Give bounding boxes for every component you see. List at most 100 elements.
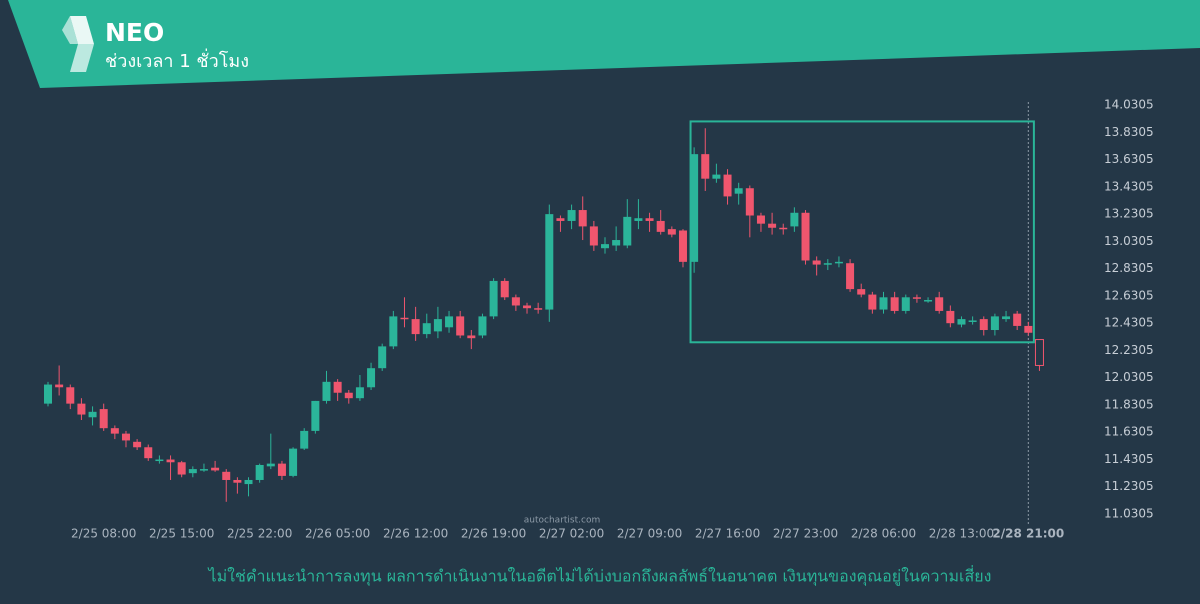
y-tick-label: 11.2305 <box>1104 479 1154 493</box>
candle-body <box>601 244 609 249</box>
candle-body <box>678 230 687 262</box>
candle-body <box>745 188 754 216</box>
candle-body <box>77 403 86 415</box>
candle-body <box>968 320 977 322</box>
candle-body <box>523 305 532 309</box>
candle-body <box>66 387 75 404</box>
candle-body <box>155 459 164 462</box>
x-tick-label: 2/27 16:00 <box>695 527 760 541</box>
x-tick-label: 2/25 08:00 <box>71 527 136 541</box>
x-tick-label: 2/28 13:00 <box>929 527 994 541</box>
candle-body <box>857 289 866 295</box>
candle-body <box>311 400 320 431</box>
y-tick-label: 12.0305 <box>1104 370 1154 384</box>
y-tick-label: 14.0305 <box>1104 98 1154 112</box>
candle-body <box>690 154 699 262</box>
candle-body <box>734 188 743 194</box>
candle-body <box>266 463 275 467</box>
candle-body <box>946 310 955 324</box>
candle-body <box>110 428 119 434</box>
watermark: autochartist.com <box>524 516 600 526</box>
candle-body <box>990 316 999 331</box>
candle-body <box>88 411 97 418</box>
candle-body <box>44 384 52 404</box>
candle-body <box>344 392 353 399</box>
y-tick-label: 11.4305 <box>1104 452 1154 466</box>
candle-body <box>656 220 665 232</box>
candle-body <box>411 319 420 335</box>
candle-body <box>177 462 186 475</box>
candle-body <box>901 297 910 311</box>
candle-body <box>846 263 855 290</box>
candle-body <box>634 218 643 221</box>
candle-body <box>723 174 732 197</box>
x-tick-label: 2/25 15:00 <box>149 527 214 541</box>
x-tick-label: 2/28 21:00 <box>992 527 1064 541</box>
candle-body <box>1024 325 1033 333</box>
candle-body <box>701 154 710 179</box>
candle-body <box>188 469 197 474</box>
candle-body <box>133 441 142 448</box>
candle-body <box>55 384 64 388</box>
candle-body <box>589 226 598 246</box>
y-tick-label: 13.8305 <box>1104 125 1154 139</box>
candle-body <box>355 387 364 399</box>
y-tick-label: 11.6305 <box>1104 425 1154 439</box>
y-tick-label: 13.0305 <box>1104 234 1154 248</box>
x-tick-label: 2/26 19:00 <box>461 527 526 541</box>
candle-body <box>912 297 921 299</box>
candle-body <box>99 409 108 429</box>
logo <box>62 16 94 72</box>
candle-body <box>556 218 565 221</box>
candle-body <box>422 323 431 335</box>
candle-body <box>389 316 398 347</box>
candle-body <box>277 463 286 476</box>
candle-body <box>768 223 777 228</box>
chart-subtitle: ช่วงเวลา 1 ชั่วโมง <box>105 48 249 72</box>
y-tick-label: 12.6305 <box>1104 288 1154 302</box>
candle-body <box>244 479 253 485</box>
candle-body <box>823 263 832 265</box>
candle-body <box>879 297 888 310</box>
y-tick-label: 13.6305 <box>1104 152 1154 166</box>
candle-body <box>790 212 799 227</box>
candle-body <box>935 297 944 311</box>
candle-body <box>834 261 843 264</box>
candle-body <box>890 297 899 311</box>
candle-body <box>868 294 877 310</box>
candle-body <box>211 467 220 471</box>
candle-body <box>144 447 153 459</box>
candle-body <box>222 471 231 480</box>
candle-body <box>199 469 208 471</box>
candle-body <box>433 319 442 332</box>
candle-body <box>712 174 721 179</box>
candle-body <box>567 210 576 221</box>
candle-body <box>166 459 175 463</box>
candle-body <box>445 316 454 328</box>
y-tick-label: 12.4305 <box>1104 316 1154 330</box>
x-tick-label: 2/28 06:00 <box>851 527 916 541</box>
candle-body <box>578 210 587 227</box>
candle-body <box>1013 313 1022 326</box>
candle-body <box>456 316 465 336</box>
candle-body <box>489 280 498 317</box>
candle-body <box>255 464 264 480</box>
x-tick-label: 2/27 02:00 <box>539 527 604 541</box>
y-tick-label: 13.4305 <box>1104 179 1154 193</box>
y-tick-label: 12.8305 <box>1104 261 1154 275</box>
candle-body <box>500 280 509 298</box>
candle-body <box>756 215 765 224</box>
candle-body <box>1034 339 1044 366</box>
candle-body <box>957 319 966 325</box>
y-tick-label: 13.2305 <box>1104 207 1154 221</box>
candle-body <box>233 479 242 483</box>
candle-body <box>511 297 520 306</box>
candle-body <box>300 430 309 449</box>
candle-body <box>367 368 376 388</box>
candle-body <box>534 308 543 310</box>
candle-body <box>289 448 298 476</box>
header-banner <box>8 0 1200 88</box>
x-tick-label: 2/27 09:00 <box>617 527 682 541</box>
